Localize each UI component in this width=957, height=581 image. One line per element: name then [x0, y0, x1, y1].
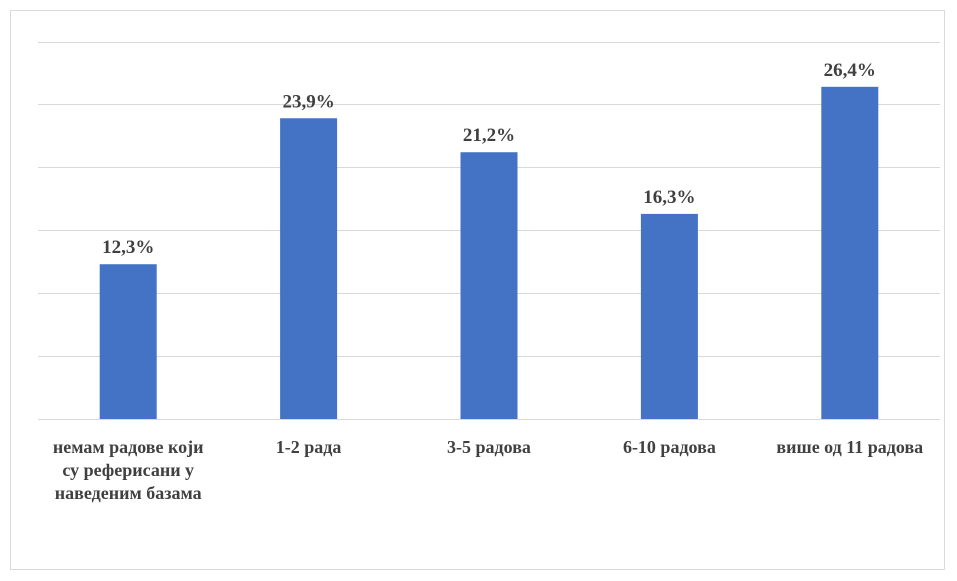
data-label-2: 23,9% [282, 91, 334, 112]
category-label-5: више од 11 радова [776, 437, 924, 457]
bar-3 [460, 152, 518, 419]
data-label-3: 21,2% [463, 125, 515, 146]
bar-1 [99, 264, 157, 419]
bar-4 [640, 213, 698, 419]
category-label-4: 6-10 радова [622, 437, 716, 457]
bar-5 [821, 86, 879, 420]
data-label-5: 26,4% [824, 60, 876, 81]
category-label-2: 1-2 рада [275, 437, 342, 457]
data-label-1: 12,3% [102, 237, 154, 258]
category-label-3: 3-5 радова [447, 437, 531, 457]
bar-2 [280, 118, 338, 419]
category-label-1: немам радове који су реферисани у наведе… [52, 437, 204, 503]
data-label-4: 16,3% [643, 187, 695, 208]
